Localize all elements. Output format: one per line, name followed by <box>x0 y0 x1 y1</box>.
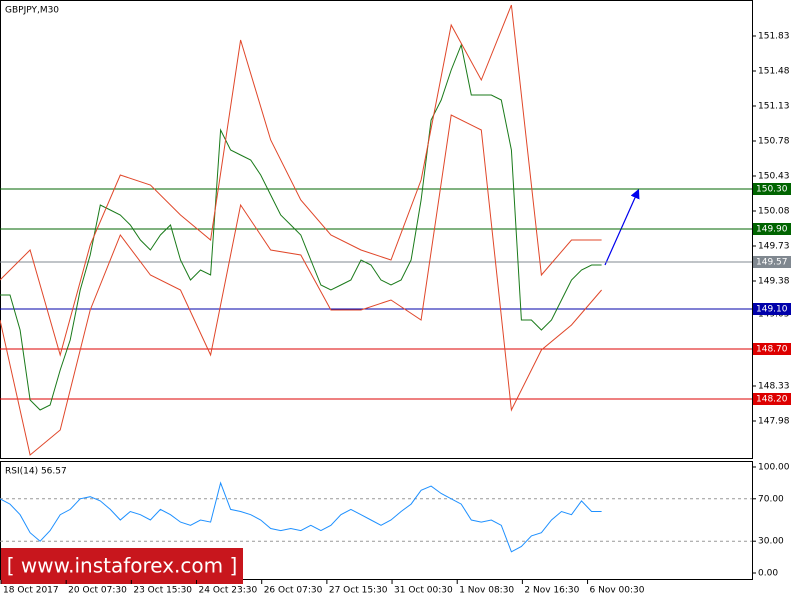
y-tick-label: 150.08 <box>758 207 790 217</box>
forecast-arrow <box>604 188 640 266</box>
y-tick-label: 0.00 <box>758 569 778 579</box>
x-tick-label: 27 Oct 15:30 <box>329 586 388 596</box>
chart-title: GBPJPY,M30 <box>5 6 59 16</box>
x-tick-label: 6 Nov 00:30 <box>590 586 645 596</box>
x-tick-label: 1 Nov 08:30 <box>459 586 514 596</box>
y-tick-label: 100.00 <box>758 462 790 472</box>
level-label-box <box>753 393 791 405</box>
y-tick-label: 30.00 <box>758 537 784 547</box>
level-label-box <box>753 223 791 235</box>
x-tick-label: 18 Oct 2017 <box>3 586 59 596</box>
level-label-box <box>753 343 791 355</box>
level-label-box <box>753 256 791 268</box>
level-label-box <box>753 303 791 315</box>
level-label: 149.57 <box>756 258 788 268</box>
y-tick-label: 151.83 <box>758 32 790 42</box>
x-tick-label: 26 Oct 07:30 <box>264 586 323 596</box>
level-label: 149.90 <box>756 225 788 235</box>
watermark-box <box>1 548 243 584</box>
y-tick-label: 149.73 <box>758 242 790 252</box>
series-line <box>0 481 602 553</box>
x-tick-label: 24 Oct 23:30 <box>199 586 258 596</box>
y-tick-label: 147.98 <box>758 417 790 427</box>
y-tick-label: 151.48 <box>758 67 790 77</box>
x-tick-label: 2 Nov 16:30 <box>524 586 579 596</box>
rsi-title: RSI(14) 56.57 <box>5 467 67 477</box>
level-label: 148.20 <box>756 395 788 405</box>
rsi-frame <box>0 461 753 580</box>
level-label: 149.10 <box>756 305 788 315</box>
watermark: [ www.instaforex.com ] <box>7 554 238 578</box>
series-line <box>0 114 602 456</box>
x-tick-label: 23 Oct 15:30 <box>133 586 192 596</box>
y-tick-label: 148.33 <box>758 382 790 392</box>
y-tick-label: 149.38 <box>758 277 790 287</box>
level-label: 148.70 <box>756 345 788 355</box>
level-label: 150.30 <box>756 185 788 195</box>
series-line <box>0 43 602 411</box>
y-tick-label: 151.13 <box>758 102 790 112</box>
x-tick-label: 31 Oct 00:30 <box>394 586 453 596</box>
series-line <box>0 4 602 357</box>
x-tick-label: 20 Oct 07:30 <box>68 586 127 596</box>
level-label-box <box>753 183 791 195</box>
y-tick-label: 150.43 <box>758 172 790 182</box>
y-tick-label: 70.00 <box>758 494 784 504</box>
y-tick-label: 150.78 <box>758 137 790 147</box>
